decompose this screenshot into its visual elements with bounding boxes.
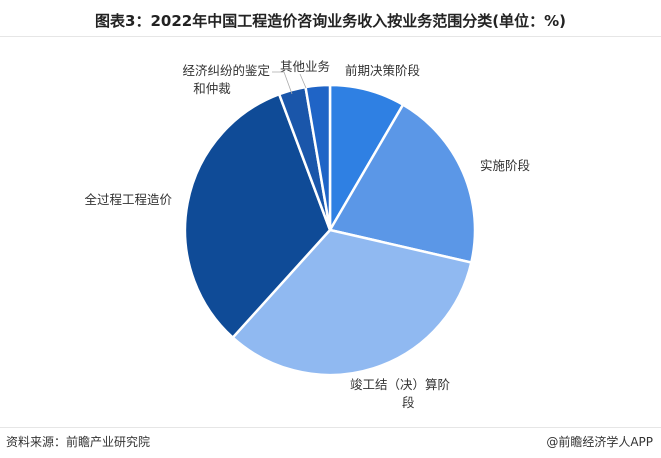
slice-label: 和仲裁: [193, 81, 231, 96]
brand-label: @前瞻经济学人APP: [546, 435, 653, 449]
chart-title: 图表3：2022年中国工程造价咨询业务收入按业务范围分类(单位：%): [95, 12, 566, 30]
leader-line: [299, 73, 307, 89]
divider: [0, 427, 661, 428]
slice-label: 经济纠纷的鉴定: [182, 63, 270, 78]
slice-label: 竣工结（决）算阶: [350, 377, 451, 392]
leader-line: [272, 71, 293, 95]
pie-slice: [328, 103, 477, 265]
source-note: 资料来源：前瞻产业研究院: [6, 435, 151, 449]
pie-slice: [230, 228, 473, 377]
slice-label: 全过程工程造价: [84, 192, 172, 207]
slice-label: 段: [402, 395, 415, 410]
divider: [0, 36, 661, 37]
slice-label: 其他业务: [280, 59, 330, 74]
pie-slice: [183, 92, 332, 340]
slice-label: 实施阶段: [480, 158, 530, 173]
slice-label: 前期决策阶段: [345, 63, 420, 78]
